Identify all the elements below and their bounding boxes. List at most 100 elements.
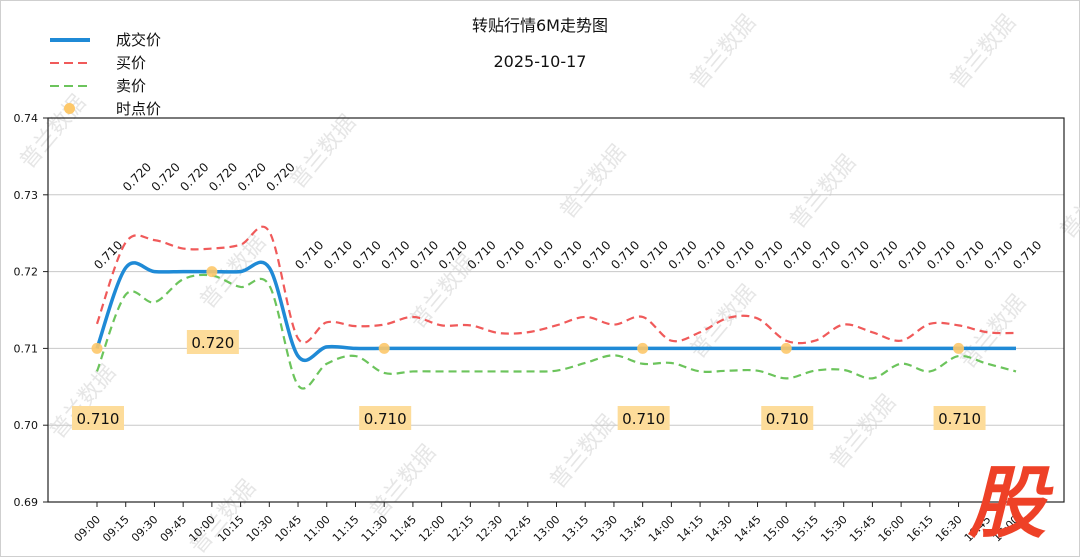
buy-price-line (95, 225, 1017, 345)
watermark-text: 普兰数据 (1055, 160, 1080, 243)
x-tick-label: 11:45 (387, 513, 419, 545)
watermark-text: 普兰数据 (685, 280, 761, 363)
value-annotation: 0.710 (378, 238, 412, 272)
x-tick-label: 14:15 (675, 513, 707, 545)
watermark-text: 普兰数据 (825, 390, 901, 473)
label-box (933, 406, 986, 430)
x-tick-label: 15:00 (761, 513, 793, 545)
x-tick-label: 16:30 (933, 513, 965, 545)
x-tick-label: 11:15 (330, 513, 362, 545)
x-tick-label: 13:45 (617, 513, 649, 545)
value-annotation: 0.720 (120, 160, 154, 194)
watermark-text: 普兰数据 (365, 440, 441, 523)
watermark-text: 普兰数据 (545, 410, 621, 493)
point-price-marker (91, 342, 103, 354)
dashed-line-icon (50, 84, 90, 87)
x-tick-label: 10:45 (273, 513, 305, 545)
logo-gu: 股 (968, 459, 1047, 549)
boxed-value-label: 0.710 (359, 406, 412, 430)
label-box (761, 406, 814, 430)
boxed-value-label: 0.710 (933, 406, 986, 430)
point-price-marker (780, 342, 792, 354)
y-tick-label: 0.73 (14, 189, 39, 202)
value-annotation: 0.710 (867, 238, 901, 272)
legend-item-sell-price: 卖价 (50, 74, 161, 97)
x-tick-label: 09:00 (72, 513, 104, 545)
x-tick-label: 15:30 (818, 513, 850, 545)
watermark-text: 普兰数据 (785, 150, 861, 233)
boxed-value-label: 0.710 (72, 406, 124, 430)
value-annotation: 0.710 (895, 238, 929, 272)
legend-item-deal-price: 成交价 (50, 28, 161, 51)
label-box (72, 406, 124, 430)
x-tick-label: 15:15 (789, 513, 821, 545)
x-tick-label: 13:00 (531, 513, 563, 545)
label-text: 0.710 (364, 410, 407, 428)
value-annotation: 0.710 (1010, 238, 1044, 272)
legend: 成交价 买价 卖价 时点价 (50, 28, 161, 120)
label-text: 0.710 (938, 410, 981, 428)
value-annotation: 0.710 (350, 238, 384, 272)
boxed-value-label: 0.720 (186, 330, 239, 354)
dot-marker-icon (50, 102, 90, 115)
value-annotation: 0.720 (149, 160, 183, 194)
x-tick-label: 13:15 (560, 513, 592, 545)
chart-title: 转贴行情6M走势图 (472, 16, 608, 35)
x-tick-label: 12:00 (416, 513, 448, 545)
watermark-text: 普兰数据 (555, 140, 631, 223)
x-tick-label: 10:30 (244, 513, 276, 545)
value-annotation: 0.720 (206, 160, 240, 194)
x-tick-label: 11:00 (301, 513, 333, 545)
value-annotation: 0.710 (780, 238, 814, 272)
value-annotation: 0.710 (321, 238, 355, 272)
value-annotation: 0.710 (723, 238, 757, 272)
solid-line-icon (50, 37, 90, 42)
x-tick-label: 16:00 (876, 513, 908, 545)
y-tick-label: 0.74 (14, 112, 39, 125)
label-text: 0.720 (191, 334, 234, 352)
x-tick-label: 09:45 (158, 513, 190, 545)
value-annotation: 0.710 (551, 238, 585, 272)
value-annotation: 0.710 (608, 238, 642, 272)
y-tick-label: 0.72 (14, 266, 39, 279)
dashed-line-icon (50, 61, 90, 64)
x-tick-label: 14:45 (732, 513, 764, 545)
x-tick-label: 13:30 (588, 513, 620, 545)
boxed-value-label: 0.710 (617, 406, 670, 430)
value-annotation: 0.710 (292, 238, 326, 272)
value-annotation: 0.710 (407, 238, 441, 272)
value-annotation: 0.710 (637, 238, 671, 272)
label-text: 0.710 (766, 410, 809, 428)
value-annotation: 0.710 (809, 238, 843, 272)
x-tick-label: 16:15 (904, 513, 936, 545)
value-annotation: 0.710 (752, 238, 786, 272)
legend-label: 时点价 (116, 100, 162, 118)
y-tick-label: 0.71 (14, 342, 39, 355)
y-tick-label: 0.70 (14, 419, 39, 432)
chart-subtitle-date: 2025-10-17 (493, 52, 587, 71)
value-annotation: 0.720 (235, 160, 269, 194)
x-tick-label: 14:00 (646, 513, 678, 545)
legend-label: 买价 (116, 54, 147, 72)
value-annotation: 0.710 (953, 238, 987, 272)
value-annotation: 0.710 (924, 238, 958, 272)
x-tick-label: 09:15 (100, 513, 132, 545)
point-price-marker (637, 342, 649, 354)
legend-item-buy-price: 买价 (50, 51, 161, 74)
point-price-marker (953, 342, 965, 354)
value-annotation: 0.710 (666, 238, 700, 272)
x-tick-label: 12:30 (474, 513, 506, 545)
label-box (617, 406, 670, 430)
value-annotation: 0.720 (177, 160, 211, 194)
x-tick-label: 09:30 (129, 513, 161, 545)
watermark-text: 普兰数据 (45, 360, 121, 443)
y-tick-label: 0.69 (14, 496, 39, 509)
x-tick-label: 11:30 (359, 513, 391, 545)
legend-label: 卖价 (116, 77, 147, 95)
value-annotation: 0.710 (579, 238, 613, 272)
legend-item-point-price: 时点价 (50, 97, 161, 120)
value-annotation: 0.710 (522, 238, 556, 272)
x-tick-label: 12:45 (502, 513, 534, 545)
